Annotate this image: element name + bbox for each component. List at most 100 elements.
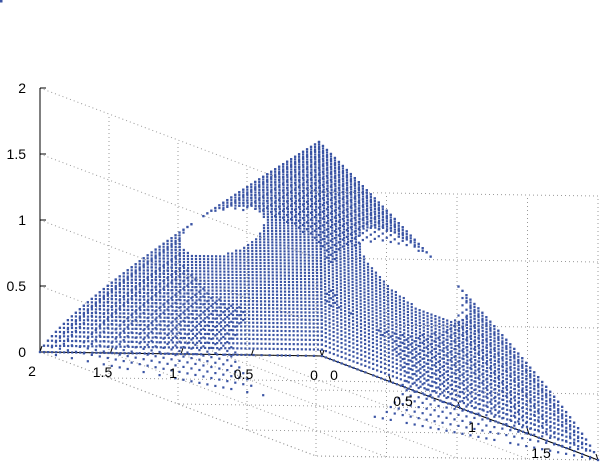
data-point [391, 308, 394, 311]
data-point [71, 335, 74, 338]
y-tick-mark [526, 427, 530, 435]
data-point [207, 264, 210, 267]
data-point [90, 297, 93, 301]
data-point [584, 449, 588, 452]
data-point [297, 206, 301, 209]
data-point [267, 235, 270, 238]
data-point [203, 299, 206, 302]
data-point [214, 317, 217, 320]
data-point [335, 268, 338, 271]
data-point [70, 322, 74, 326]
data-point [319, 224, 322, 228]
data-point [247, 290, 250, 293]
data-point [410, 325, 414, 328]
data-point [331, 232, 334, 235]
data-point [348, 336, 351, 340]
data-point [337, 167, 341, 170]
data-point [297, 172, 301, 175]
data-point [107, 319, 110, 322]
data-point [320, 354, 324, 358]
data-point [588, 457, 592, 460]
data-point [231, 293, 234, 296]
data-point [473, 347, 476, 351]
data-point [234, 199, 237, 202]
data-point [294, 158, 297, 161]
data-point [381, 210, 384, 213]
data-point [310, 202, 314, 206]
data-point [139, 320, 142, 323]
data-point [309, 198, 313, 201]
data-point [399, 341, 402, 344]
data-point [66, 330, 70, 334]
data-point [402, 318, 406, 322]
data-point [340, 318, 343, 322]
data-point [395, 362, 398, 366]
data-point [351, 296, 354, 299]
data-point [354, 246, 358, 250]
data-point [242, 310, 245, 314]
data-point [377, 329, 380, 332]
data-point [251, 277, 254, 280]
data-point [106, 300, 109, 304]
data-point [195, 320, 198, 324]
data-point [322, 162, 325, 165]
data-point [287, 265, 290, 268]
data-point [410, 312, 413, 315]
data-point [271, 280, 274, 283]
data-point [223, 276, 226, 279]
data-point [374, 274, 378, 277]
data-point [190, 304, 193, 308]
data-point [344, 320, 347, 323]
data-point [199, 337, 203, 340]
data-point [199, 309, 202, 313]
data-point [98, 344, 101, 347]
data-point [315, 247, 318, 250]
data-point [222, 208, 225, 211]
data-point [295, 271, 298, 274]
data-point [259, 235, 262, 238]
data-point [405, 243, 408, 247]
data-point [549, 399, 552, 402]
data-point [316, 338, 319, 342]
data-point [162, 328, 165, 331]
data-point [147, 352, 150, 355]
data-point [247, 243, 250, 247]
data-point [262, 180, 265, 184]
data-point [283, 230, 286, 233]
data-point [351, 262, 354, 265]
data-point [183, 332, 186, 335]
data-point [219, 303, 222, 306]
data-point [421, 392, 424, 395]
data-point [178, 234, 181, 237]
data-point [283, 268, 286, 271]
data-point [429, 335, 432, 338]
data-point [242, 199, 245, 202]
data-point [199, 299, 202, 302]
data-point [190, 312, 193, 316]
data-point [256, 321, 259, 324]
data-point [248, 337, 251, 341]
data-point [332, 327, 335, 330]
data-point [106, 288, 109, 291]
data-point [291, 253, 294, 256]
data-point [437, 395, 440, 398]
data-point [182, 260, 186, 263]
data-point [296, 354, 299, 357]
data-point [74, 339, 77, 342]
data-point [158, 306, 161, 310]
data-point [271, 244, 274, 247]
data-point [119, 345, 122, 348]
data-point [255, 244, 258, 247]
data-point [127, 327, 130, 330]
data-point [291, 230, 294, 233]
data-point [238, 314, 241, 317]
data-point [134, 302, 137, 305]
data-point [268, 342, 271, 345]
data-point [78, 315, 82, 318]
data-point [278, 207, 281, 211]
data-point [106, 345, 109, 349]
data-point [247, 296, 250, 299]
data-point [122, 287, 125, 291]
data-point [202, 258, 206, 261]
data-point [159, 302, 162, 305]
